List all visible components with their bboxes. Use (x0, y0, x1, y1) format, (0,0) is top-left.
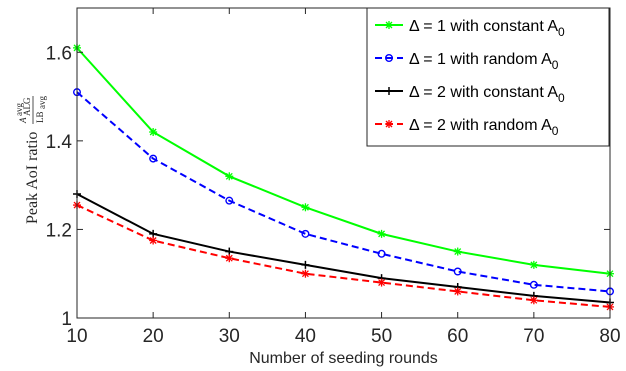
series-1-point (377, 229, 386, 238)
legend-entry-3: Δ = 2 with constant A0 (375, 84, 565, 105)
series-1-line (76, 47, 611, 275)
x-tick-label: 30 (219, 326, 240, 347)
series-4-point-d2 (454, 287, 462, 295)
series-4-point (529, 296, 538, 305)
series-1-point-d2 (530, 261, 538, 269)
legend-entries: Δ = 1 with constant A0 Δ = 1 with random … (375, 18, 565, 138)
legend: Δ = 1 with constant A0 Δ = 1 with random … (366, 7, 610, 147)
x-tick-label: 20 (143, 326, 164, 347)
legend-label: Δ = 1 with random A0 (409, 51, 559, 72)
series-2-point-shape (301, 229, 310, 238)
y-tick-label: 1.4 (46, 132, 73, 153)
y-tick-label: 1.2 (46, 220, 72, 241)
x-tick-label: 10 (66, 326, 87, 347)
y-axis-label-numerator: A (18, 117, 28, 124)
series-1-point (453, 247, 462, 256)
series-2-point-shape (453, 267, 462, 276)
legend-box (366, 7, 610, 147)
series-1-point-d2 (225, 172, 233, 180)
legend-marker-shape (385, 54, 394, 63)
legend-marker (385, 21, 393, 29)
series-4-point (377, 278, 386, 287)
series-4-point (225, 254, 234, 263)
series-2-point-shape (529, 280, 538, 289)
x-tick-label: 40 (295, 326, 316, 347)
plot-area-border (76, 7, 611, 319)
legend-label-subscript: 0 (558, 25, 565, 39)
series-1-point-d2 (378, 230, 386, 238)
legend-label-subscript: 0 (558, 91, 565, 105)
series-2-point (225, 196, 234, 205)
series-4-line (76, 204, 611, 308)
series-4-point (301, 269, 310, 278)
x-tick-label: 60 (447, 326, 468, 347)
legend-label-subscript: 0 (552, 124, 559, 138)
series-2-point (149, 154, 158, 163)
series-2-point-shape (225, 196, 234, 205)
legend-entry-1: Δ = 1 with constant A0 (375, 18, 565, 39)
legend-marker-d2 (385, 120, 393, 128)
x-tick-label: 50 (371, 326, 392, 347)
series-3-line (76, 193, 611, 304)
series-2-line (76, 91, 611, 293)
series-4-point-d2 (378, 279, 386, 287)
tick-label-layer: 10 20 30 40 50 60 70 80 1 1.2 1.4 1.6 (46, 43, 621, 347)
legend-marker-d2 (385, 21, 393, 29)
series-4-point-d2 (530, 296, 538, 304)
series-1-point (225, 172, 234, 181)
legend-label: Δ = 2 with constant A0 (409, 84, 565, 105)
series-1-point (301, 203, 310, 212)
legend-marker (385, 87, 393, 95)
y-tick-label: 1 (61, 309, 72, 330)
legend-label-subscript: 0 (552, 58, 559, 72)
y-tick-label: 1.6 (46, 43, 72, 64)
legend-label: Δ = 1 with constant A0 (409, 18, 565, 39)
legend-entry-4: Δ = 2 with random A0 (375, 117, 559, 138)
legend-entry-2: Δ = 1 with random A0 (375, 51, 559, 72)
legend-label: Δ = 2 with random A0 (409, 117, 559, 138)
y-axis-label-numerator-sub: ALG (22, 97, 32, 116)
y-axis-label-denominator: LB (35, 111, 45, 123)
series-2-point (453, 267, 462, 276)
series-1-point-d2 (301, 203, 309, 211)
series-4-point-d2 (301, 270, 309, 278)
y-axis-label-numerator-sup: avg (14, 103, 24, 116)
series-2-point-shape (377, 249, 386, 258)
series-1-point (529, 260, 538, 269)
series-4-point (453, 287, 462, 296)
series-2-point-shape (149, 154, 158, 163)
x-axis-label: Number of seeding rounds (249, 350, 438, 367)
series-2-point (301, 229, 310, 238)
series-1-point-d2 (454, 248, 462, 256)
series-layer (72, 43, 615, 311)
x-tick-label: 70 (523, 326, 544, 347)
y-axis-label: Peak AoI ratio A avg ALG LB avg (14, 96, 47, 224)
y-axis-label-denominator-sub: avg (37, 96, 47, 109)
series-2-point (529, 280, 538, 289)
series-4-point (149, 236, 158, 245)
x-tick-label: 80 (599, 326, 620, 347)
legend-marker (385, 54, 394, 63)
legend-marker (385, 120, 393, 128)
y-axis-label-main: Peak AoI ratio (24, 132, 41, 224)
series-2-point (377, 249, 386, 258)
series-1-point (149, 128, 158, 136)
series-3-point (301, 260, 310, 269)
series-1-point-d2 (149, 128, 157, 136)
series-4-point-d2 (225, 254, 233, 262)
series-4-point-d2 (149, 237, 157, 244)
